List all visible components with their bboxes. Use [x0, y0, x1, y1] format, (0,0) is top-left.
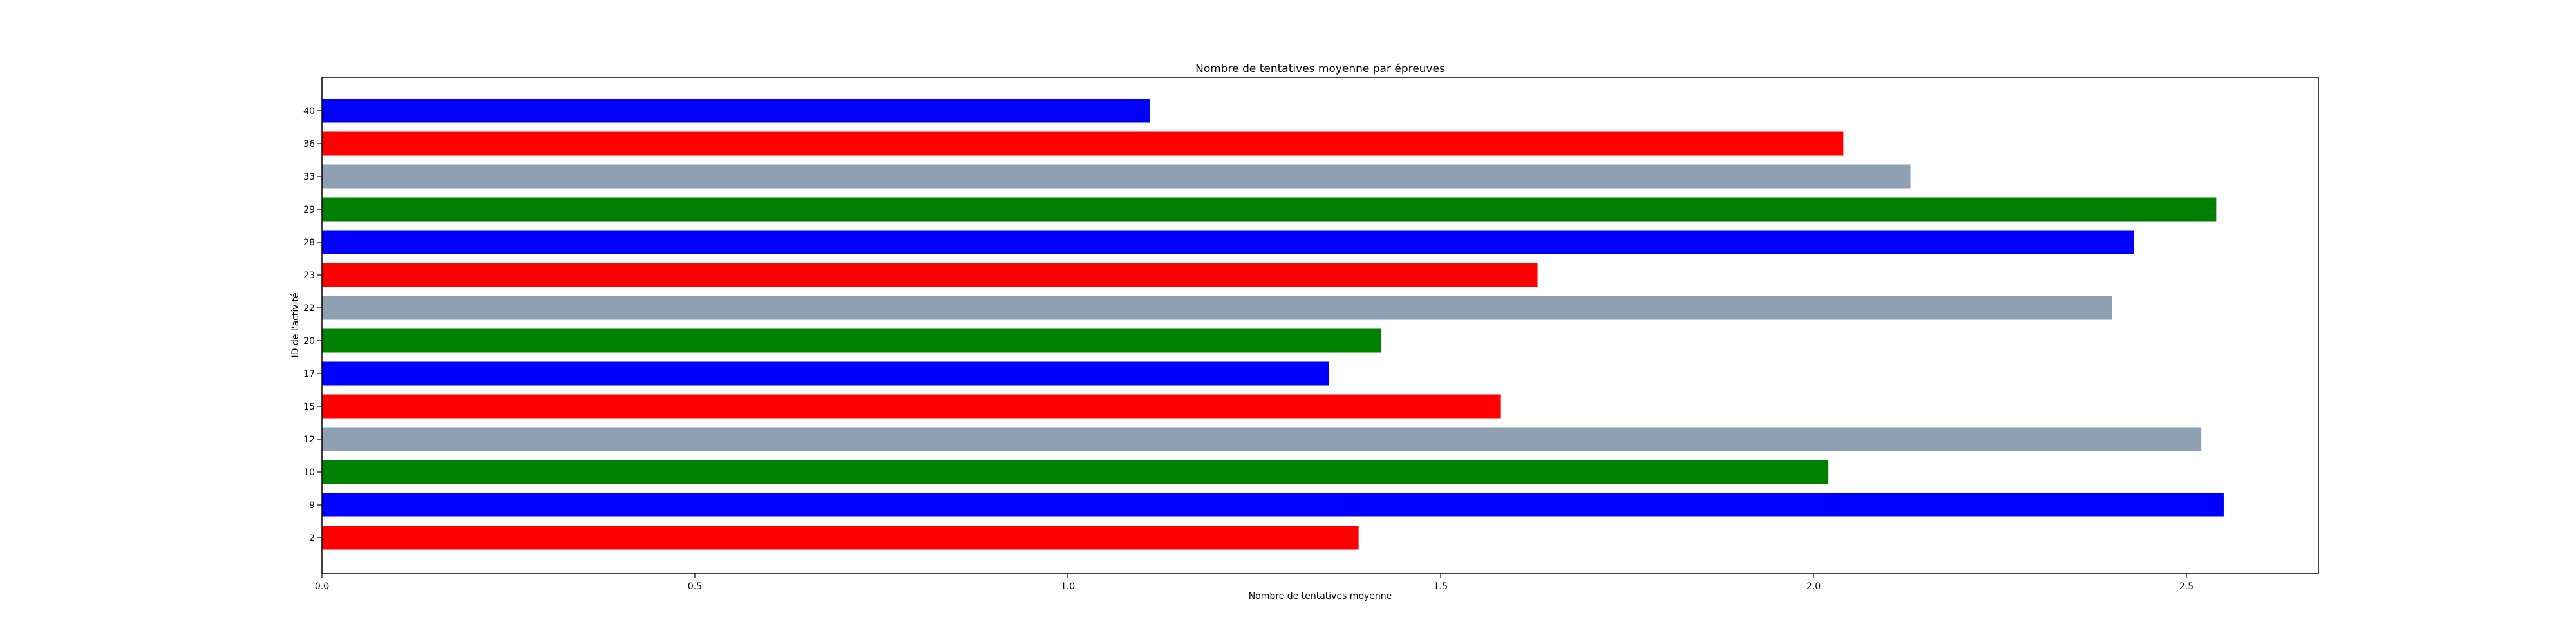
x-tick-label: 2.0	[1806, 582, 1821, 592]
bar-9	[322, 493, 2224, 517]
bar-22	[322, 296, 2112, 320]
bar-10	[322, 460, 1829, 484]
y-axis-label: ID de l'activité	[290, 293, 301, 358]
bar-33	[322, 164, 1911, 189]
bar-15	[322, 394, 1501, 419]
y-tick-label: 28	[303, 238, 315, 248]
y-tick-label: 2	[309, 533, 315, 544]
bar-20	[322, 328, 1381, 353]
x-axis-label: Nombre de tentatives moyenne	[1249, 591, 1392, 601]
y-tick-label: 29	[303, 205, 315, 215]
bar-12	[322, 427, 2202, 451]
bar-23	[322, 263, 1538, 287]
y-tick-label: 17	[303, 369, 315, 379]
y-tick-label: 15	[303, 402, 315, 412]
y-tick-label: 40	[303, 106, 315, 117]
x-tick-label: 1.5	[1434, 582, 1448, 592]
bar-2	[322, 526, 1359, 550]
x-tick-label: 0.0	[315, 582, 329, 592]
x-tick-label: 1.0	[1061, 582, 1075, 592]
plot-frame	[321, 77, 2319, 574]
y-tick-label: 33	[303, 172, 315, 182]
bars-group	[322, 99, 2224, 550]
y-tick-label: 9	[309, 500, 315, 511]
bar-40	[322, 99, 1150, 123]
y-tick-label: 12	[303, 435, 315, 445]
y-tick-label: 22	[303, 303, 315, 314]
bar-28	[322, 230, 2134, 254]
x-tick-label: 2.5	[2179, 582, 2193, 592]
bar-36	[322, 131, 1844, 156]
x-axis-ticks: 0.0 0.5 1.0 1.5 2.0 2.5	[315, 573, 2193, 592]
y-tick-label: 10	[303, 468, 315, 478]
y-tick-label: 23	[303, 270, 315, 281]
x-tick-label: 0.5	[688, 582, 702, 592]
bar-17	[322, 361, 1329, 386]
bar-29	[322, 197, 2217, 222]
y-tick-label: 20	[303, 336, 315, 346]
y-tick-label: 36	[303, 139, 315, 149]
chart-title: Nombre de tentatives moyenne par épreuve…	[1195, 62, 1445, 75]
